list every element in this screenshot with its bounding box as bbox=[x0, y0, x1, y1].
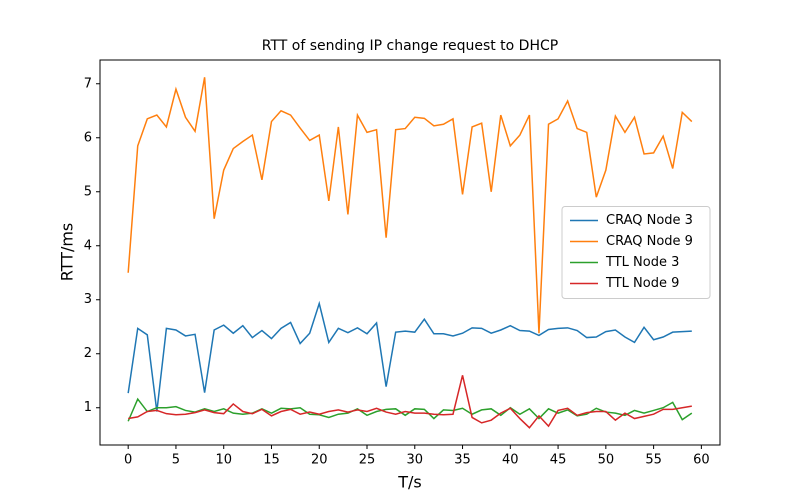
y-tick-label: 3 bbox=[84, 292, 92, 307]
x-axis-label: T/s bbox=[397, 473, 422, 492]
y-axis-label: RTT/ms bbox=[58, 223, 77, 282]
y-tick-label: 5 bbox=[84, 184, 92, 199]
series-line bbox=[128, 375, 692, 429]
legend-label: TTL Node 3 bbox=[605, 255, 679, 270]
x-tick-label: 10 bbox=[215, 453, 232, 468]
x-tick-label: 25 bbox=[359, 453, 376, 468]
x-tick-label: 15 bbox=[263, 453, 280, 468]
x-tick-label: 35 bbox=[454, 453, 471, 468]
x-tick-label: 55 bbox=[645, 453, 662, 468]
x-tick-label: 5 bbox=[172, 453, 180, 468]
x-tick-label: 0 bbox=[124, 453, 132, 468]
legend-label: TTL Node 9 bbox=[605, 276, 679, 291]
plot-frame bbox=[99, 59, 721, 446]
series-line bbox=[127, 300, 692, 412]
legend-label: CRAQ Node 9 bbox=[606, 234, 693, 249]
x-tick-label: 45 bbox=[550, 453, 567, 468]
series-line bbox=[127, 77, 693, 334]
y-tick-label: 2 bbox=[84, 346, 92, 361]
y-tick-label: 7 bbox=[84, 76, 92, 91]
x-tick-label: 50 bbox=[598, 453, 615, 468]
y-tick-label: 4 bbox=[84, 238, 92, 253]
y-tick-label: 1 bbox=[84, 400, 92, 415]
legend-label: CRAQ Node 3 bbox=[606, 213, 693, 228]
legend-box bbox=[561, 206, 711, 299]
x-tick-label: 40 bbox=[502, 453, 519, 468]
x-tick-label: 30 bbox=[407, 453, 424, 468]
x-tick-label: 60 bbox=[693, 453, 710, 468]
x-tick-label: 20 bbox=[311, 453, 328, 468]
y-tick-label: 6 bbox=[84, 130, 92, 145]
chart-title: RTT of sending IP change request to DHCP bbox=[262, 38, 558, 54]
